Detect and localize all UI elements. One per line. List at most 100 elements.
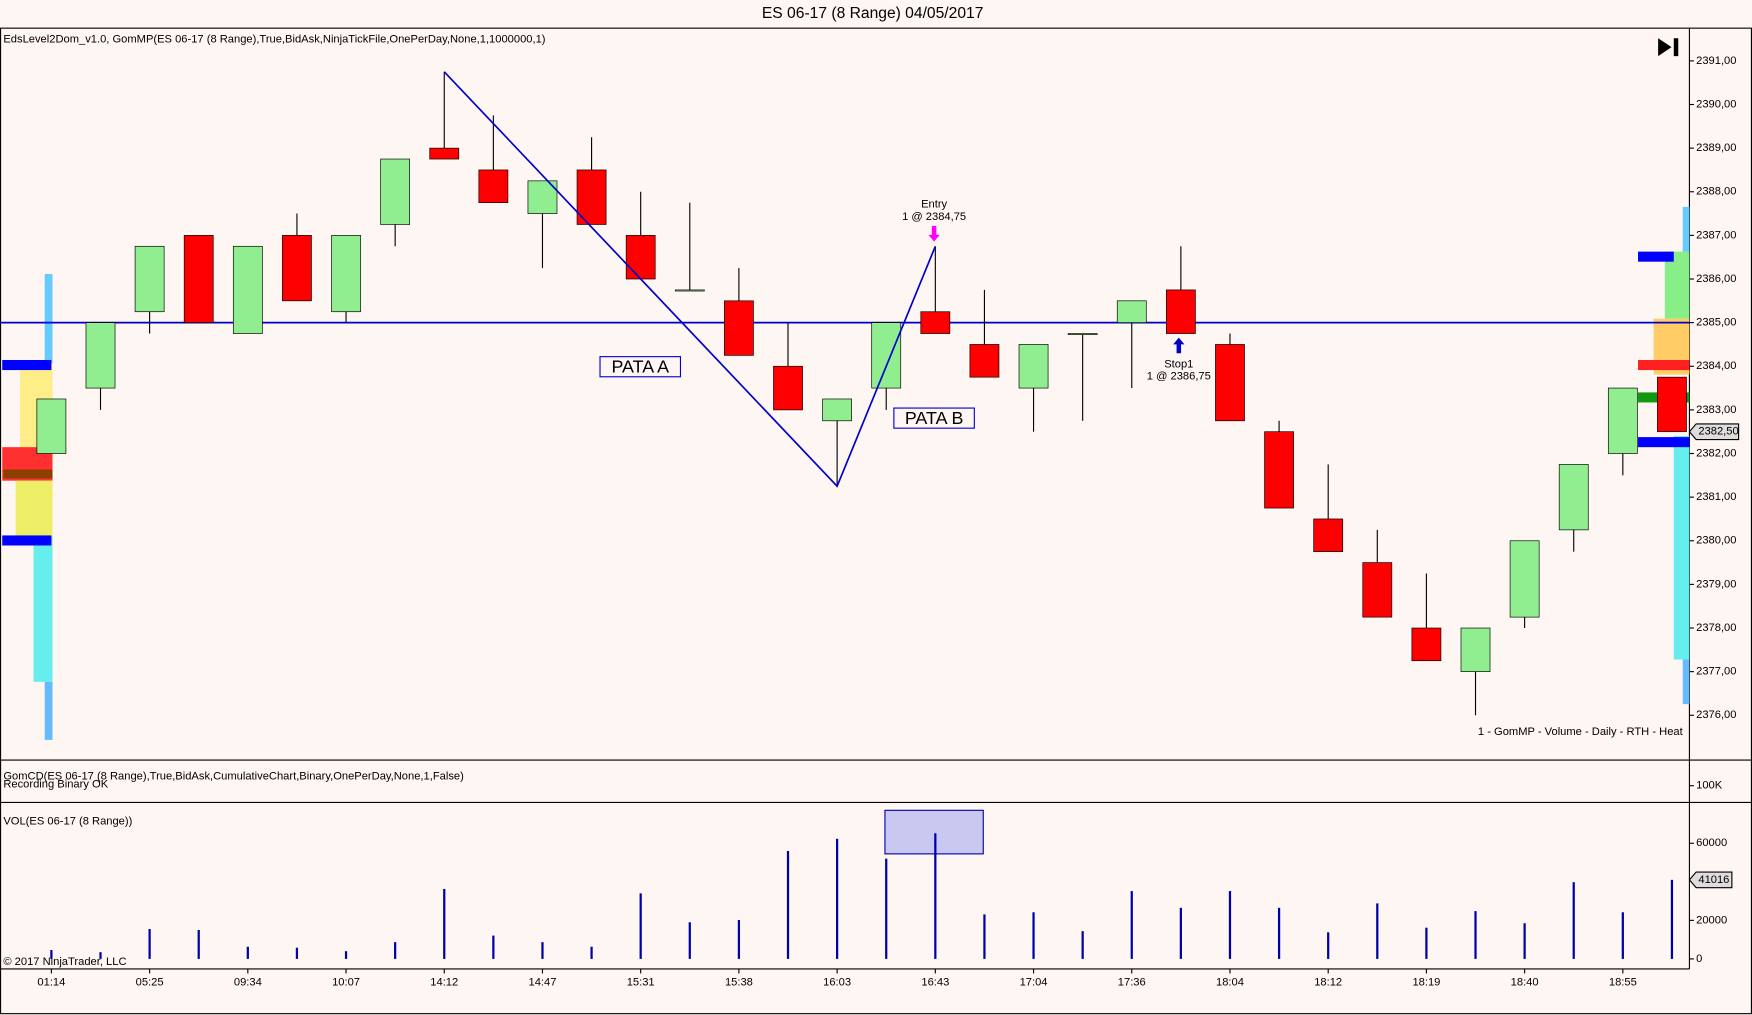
volume-bar	[1327, 932, 1330, 959]
delta-status: Recording Binary OK	[3, 779, 108, 791]
frame	[0, 27, 1752, 1015]
candle-body	[1018, 344, 1049, 389]
volume-bar	[443, 888, 446, 959]
volume-bar	[394, 942, 397, 959]
chart-title: ES 06-17 (8 Range) 04/05/2017	[762, 5, 984, 22]
volume-label: VOL(ES 06-17 (8 Range))	[3, 815, 132, 827]
candle-body	[1509, 540, 1540, 618]
candle-body	[1607, 387, 1638, 454]
candle-body	[920, 311, 951, 334]
candle-body	[1264, 431, 1294, 509]
stop-arrow	[1173, 337, 1185, 354]
candle-body	[36, 398, 67, 454]
y-tick-label: 2376,00	[1696, 709, 1736, 721]
x-tick-label: 18:04	[1216, 976, 1244, 988]
x-tick-label: 17:36	[1118, 976, 1146, 988]
x-tick-label: 14:12	[430, 976, 458, 988]
candle-body	[183, 235, 214, 323]
volume-bar	[934, 833, 937, 959]
last-volume-tag	[1688, 871, 1733, 889]
candle-body	[1067, 333, 1098, 335]
candle-body	[1116, 300, 1147, 323]
annotation: PATA B	[905, 408, 964, 428]
volume-bar	[246, 946, 249, 959]
x-tick-label: 15:38	[725, 976, 753, 988]
candle-body	[478, 169, 509, 203]
candle-body	[134, 245, 165, 313]
y-tick-label: 2377,00	[1696, 666, 1736, 678]
x-tick-label: 16:03	[823, 976, 851, 988]
volume-bar	[344, 951, 348, 959]
x-tick-label: 18:55	[1609, 976, 1637, 988]
candle-body	[1166, 289, 1196, 334]
last-price-tag	[1688, 423, 1740, 441]
volume-bar	[1179, 907, 1182, 959]
y-tick-label: 2383,00	[1696, 404, 1736, 416]
y-tick-label: 100K	[1696, 780, 1723, 792]
highlight-box	[884, 809, 984, 855]
volume-bar	[983, 914, 986, 959]
volume-bar	[492, 935, 495, 959]
candle-body	[380, 158, 411, 225]
volume-bar	[1277, 907, 1281, 959]
volume-bar	[50, 950, 53, 959]
candle-body	[822, 398, 852, 422]
y-tick-label: 2380,00	[1696, 535, 1736, 547]
volume-bar	[1523, 923, 1526, 959]
candle-body	[871, 322, 902, 389]
y-tick-label: 2386,00	[1696, 273, 1736, 285]
indicator-label: EdsLevel2Dom_v1.0, GomMP(ES 06-17 (8 Ran…	[3, 33, 545, 45]
x-tick-label: 15:31	[627, 976, 655, 988]
copyright: © 2017 NinjaTrader, LLC	[3, 956, 126, 968]
entry-arrow	[928, 225, 940, 242]
x-tick-label: 16:43	[921, 976, 949, 988]
candle-body	[1313, 518, 1344, 553]
x-tick-label: 05:25	[136, 976, 164, 988]
candle-body	[429, 147, 460, 160]
last-volume-label: 41016	[1698, 874, 1729, 886]
candle-body	[331, 235, 361, 313]
volume-bar	[1572, 882, 1575, 959]
y-tick-label: 2378,00	[1696, 622, 1736, 634]
volume-bar	[1130, 891, 1133, 959]
x-tick-label: 18:19	[1412, 976, 1440, 988]
profile-label: 1 - GomMP - Volume - Daily - RTH - Heat	[1478, 726, 1684, 738]
y-tick-label: 2388,00	[1696, 186, 1736, 198]
candle-body	[625, 235, 656, 280]
volume-profile-right	[1638, 206, 1690, 705]
entry-label: Entry	[921, 199, 947, 211]
y-tick-label: 2390,00	[1696, 98, 1736, 110]
volume-bar	[1425, 927, 1428, 959]
volume-bar	[639, 893, 642, 959]
x-tick-label: 18:12	[1314, 976, 1342, 988]
candle-body	[1215, 344, 1245, 422]
delta-label: GomCD(ES 06-17 (8 Range),True,BidAsk,Cum…	[3, 771, 464, 783]
x-tick-label: 14:47	[529, 976, 557, 988]
candle-body	[674, 289, 705, 292]
y-tick-label: 2389,00	[1696, 142, 1736, 154]
volume-bar	[295, 947, 299, 959]
volume-bar	[99, 952, 102, 959]
y-tick-label: 2379,00	[1696, 578, 1736, 590]
annotation-box	[893, 407, 975, 429]
candle-body	[1460, 627, 1491, 672]
volume-bar	[197, 929, 200, 959]
x-tick-label: 18:40	[1511, 976, 1539, 988]
x-tick-label: 17:04	[1020, 976, 1048, 988]
stop-fill: 1 @ 2386,75	[1147, 371, 1211, 383]
volume-bar	[1032, 912, 1035, 959]
candle-body	[232, 245, 263, 334]
play-button[interactable]	[1658, 38, 1679, 57]
volume-bar	[885, 858, 888, 959]
volume-bar	[1621, 912, 1624, 959]
volume-bar	[1376, 903, 1379, 959]
x-tick-label: 10:07	[332, 976, 360, 988]
x-tick-label: 01:14	[37, 976, 65, 988]
y-tick-label: 2382,00	[1696, 447, 1736, 459]
y-tick-label: 2384,00	[1696, 360, 1736, 372]
entry-fill: 1 @ 2384,75	[902, 211, 966, 223]
candle-body	[724, 300, 754, 356]
y-tick-label: 0	[1696, 953, 1702, 965]
volume-bar	[1081, 931, 1084, 959]
